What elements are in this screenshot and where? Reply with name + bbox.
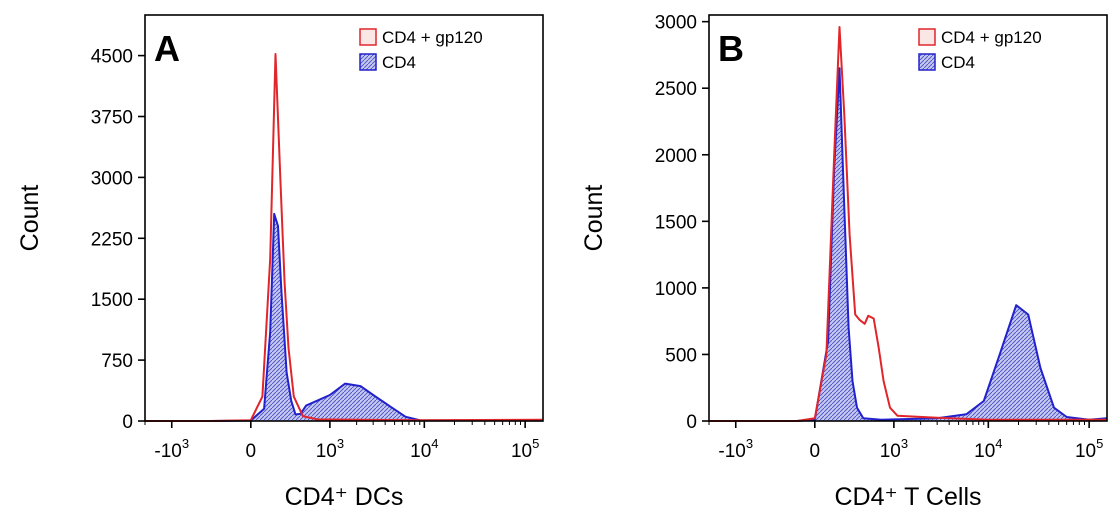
y-tick-label: 0 bbox=[686, 412, 697, 433]
y-axis-title: Count bbox=[16, 185, 44, 252]
legend-swatch bbox=[918, 28, 936, 46]
legend-swatch bbox=[359, 53, 377, 71]
series-area-cd4 bbox=[709, 68, 1107, 421]
y-tick-label: 2250 bbox=[91, 229, 133, 250]
x-tick-label: 105 bbox=[511, 436, 539, 462]
y-tick-label: 1500 bbox=[655, 212, 697, 233]
y-tick-label: 4500 bbox=[91, 47, 133, 68]
legend-label: CD4 bbox=[941, 53, 975, 72]
y-tick-label: 2000 bbox=[655, 146, 697, 167]
x-tick-label: -103 bbox=[154, 436, 189, 462]
y-tick-label: 500 bbox=[665, 345, 697, 366]
x-tick-label: 104 bbox=[410, 436, 438, 462]
series-area-cd4 bbox=[145, 213, 543, 421]
series-line-cd4-gp120 bbox=[145, 53, 544, 422]
legend-swatch bbox=[918, 53, 936, 71]
plot-frame bbox=[708, 14, 1108, 422]
y-tick-label: 1500 bbox=[91, 290, 133, 311]
y-tick-label: 0 bbox=[122, 412, 133, 433]
panel-letter: B bbox=[718, 28, 744, 69]
y-tick-label: 3000 bbox=[91, 168, 133, 189]
x-tick-label: 103 bbox=[316, 436, 344, 462]
legend-label: CD4 + gp120 bbox=[941, 28, 1042, 47]
series-line-cd4-gp120 bbox=[709, 26, 1107, 422]
y-tick-label: 2500 bbox=[655, 79, 697, 100]
series-line-cd4 bbox=[145, 212, 544, 422]
legend-label: CD4 + gp120 bbox=[382, 28, 483, 47]
x-tick-label: 0 bbox=[246, 441, 257, 462]
plot-frame bbox=[144, 14, 544, 422]
legend-swatch bbox=[359, 28, 377, 46]
x-tick-label: -103 bbox=[718, 436, 753, 462]
x-axis-title: CD4⁺ T Cells bbox=[834, 483, 981, 511]
x-tick-label: 103 bbox=[880, 436, 908, 462]
x-tick-label: 105 bbox=[1075, 436, 1103, 462]
chart-panel-b: 0 500 1000 1500 2000 2500 3000 -103 0 103 104 105 CD… bbox=[580, 13, 1108, 511]
y-tick-label: 1000 bbox=[655, 279, 697, 300]
y-tick-label: 3000 bbox=[655, 13, 697, 34]
y-axis-title: Count bbox=[580, 185, 608, 252]
panel-letter: A bbox=[154, 28, 180, 69]
series-line-cd4 bbox=[709, 67, 1108, 422]
y-tick-label: 750 bbox=[101, 351, 133, 372]
chart-panel-a: 0 750 1500 2250 3000 3750 4500 -103 0 103 104 105 CD… bbox=[16, 14, 544, 511]
legend-label: CD4 bbox=[382, 53, 416, 72]
y-tick-label: 3750 bbox=[91, 108, 133, 129]
x-axis-title: CD4⁺ DCs bbox=[285, 483, 404, 511]
x-tick-label: 104 bbox=[974, 436, 1002, 462]
x-tick-label: 0 bbox=[810, 441, 821, 462]
